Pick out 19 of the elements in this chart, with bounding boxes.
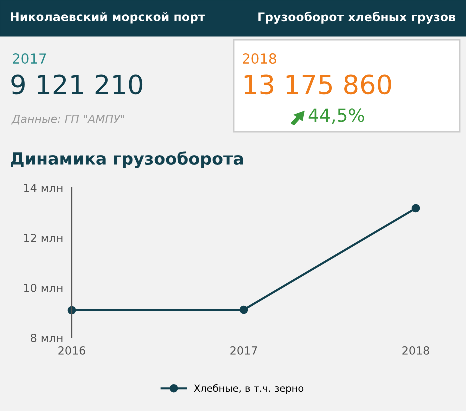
text: 9 121 210 xyxy=(12,74,143,95)
point xyxy=(240,306,248,314)
text: Данные: ГП "АМПУ" xyxy=(12,114,124,125)
point xyxy=(412,204,420,213)
text: Грузооборот хлебных грузов xyxy=(258,12,456,24)
text: 44,5% xyxy=(308,108,364,124)
x-tick-label: 2017 xyxy=(230,346,258,355)
text: 13 175 860 xyxy=(244,74,392,95)
y-tick-label: 12 млн xyxy=(24,234,63,242)
legend-label: Хлебные, в т.ч. зерно xyxy=(194,384,304,394)
y-tick-label: 10 млн xyxy=(24,284,63,292)
x-tick-label: 2018 xyxy=(402,346,430,355)
y-tick-label: 8 млн xyxy=(31,334,63,342)
x-tick-label: 2016 xyxy=(58,346,86,355)
y-tick-label: 14 млн xyxy=(24,184,63,192)
text: 2018 xyxy=(243,54,276,64)
text: Николаевский морской порт xyxy=(11,12,206,24)
chart-title: Динамика грузооборота xyxy=(11,152,244,168)
text: 2017 xyxy=(13,54,46,64)
